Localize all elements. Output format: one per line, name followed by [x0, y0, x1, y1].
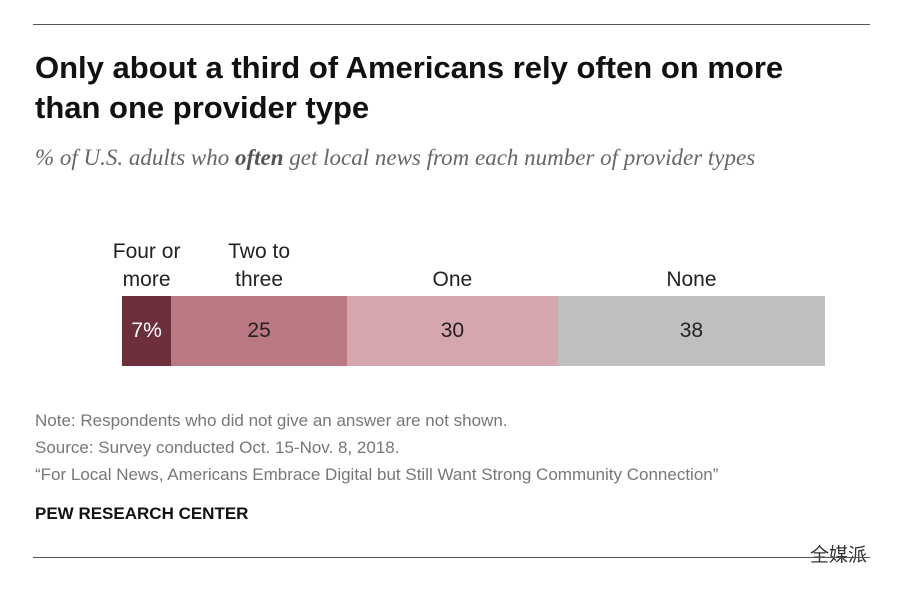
- note: Source: Survey conducted Oct. 15-Nov. 8,…: [35, 438, 400, 457]
- bar-segment: [171, 296, 347, 366]
- note: Note: Respondents who did not give an an…: [35, 411, 508, 430]
- chart-title: Only about a third of Americans rely oft…: [35, 50, 784, 125]
- value-label: 30: [440, 319, 465, 342]
- subtitle-emphasis: often: [234, 145, 284, 170]
- subtitle-text: % of U.S. adults who: [35, 145, 235, 170]
- value-label: 7%: [131, 319, 162, 342]
- bar-segment: [346, 296, 558, 366]
- source: PEW RESEARCH CENTER: [35, 504, 249, 523]
- category-label: None: [666, 268, 717, 291]
- value-label: 38: [679, 319, 704, 342]
- top-rule: [33, 24, 870, 25]
- category-label: Two to three: [228, 240, 291, 291]
- bar-segment: [122, 296, 172, 366]
- watermark: 全媒派: [810, 544, 868, 566]
- subtitle: % of U.S. adults who often get local new…: [35, 142, 845, 174]
- category-label: One: [432, 268, 473, 291]
- value-label: 25: [247, 319, 271, 342]
- bottom-rule: [33, 557, 870, 558]
- bar-segment: [557, 296, 825, 366]
- category-label: Four or more: [112, 240, 181, 291]
- note: “For Local News, Americans Embrace Digit…: [35, 465, 719, 484]
- subtitle-text: get local news from each number of provi…: [283, 145, 756, 170]
